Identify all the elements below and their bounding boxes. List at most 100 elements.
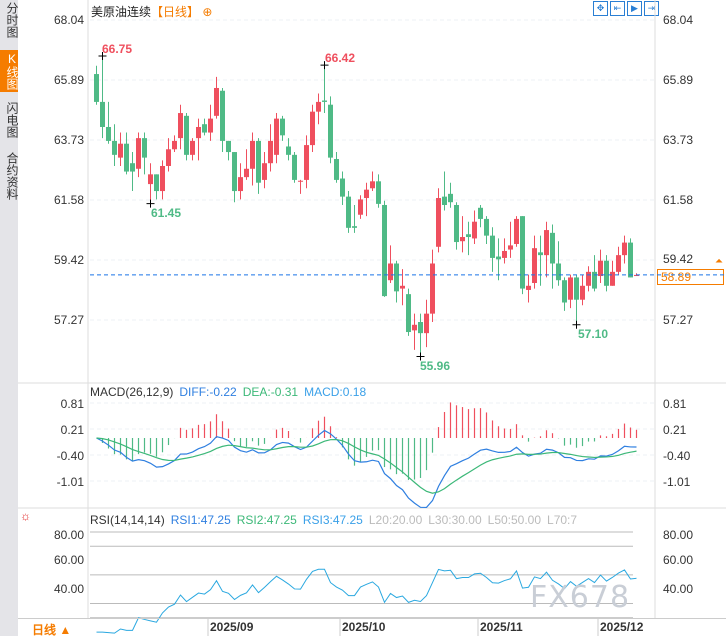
candle-down — [550, 232, 555, 264]
candle-up — [244, 168, 249, 178]
extreme-marker-icon — [320, 61, 329, 70]
candle-down — [490, 235, 495, 258]
rsi2-value: RSI2:47.25 — [236, 513, 297, 527]
candle-down — [496, 256, 501, 260]
sun-settings-icon[interactable]: ☼ — [20, 509, 31, 523]
macd-value: MACD:0.18 — [304, 385, 367, 399]
candle-up — [634, 274, 639, 277]
candle-up — [208, 118, 213, 133]
candle-up — [622, 242, 627, 256]
candle-up — [238, 177, 243, 192]
time-axis — [18, 618, 726, 637]
date-tick: 2025/11 — [480, 620, 523, 634]
play-icon[interactable]: ▶ — [627, 1, 642, 16]
candle-down — [346, 196, 351, 228]
candle-up — [250, 140, 255, 169]
date-tick: 2025/10 — [342, 620, 386, 634]
high-annotation: 66.42 — [325, 51, 356, 65]
l30-value: L30:30.00 — [428, 513, 482, 527]
candle-up — [118, 143, 123, 158]
candle-down — [184, 115, 189, 155]
extreme-marker-icon — [146, 199, 155, 208]
candle-up — [424, 313, 429, 334]
period-selector[interactable]: 日线 ▲ — [32, 623, 72, 637]
fit-range-icon[interactable]: ⇤ — [610, 1, 625, 16]
candle-up — [262, 163, 267, 180]
candle-up — [514, 218, 519, 244]
circle-plus-icon[interactable]: ⊕ — [202, 5, 213, 19]
candle-down — [520, 216, 525, 289]
macd-tick-left: -1.01 — [56, 475, 84, 489]
high-annotation: 66.75 — [102, 42, 133, 56]
price-tick-left: 68.04 — [53, 13, 84, 27]
price-tick-left: 65.89 — [53, 73, 84, 87]
l50-value: L50:50.00 — [487, 513, 542, 527]
crosshair-icon[interactable]: ✥ — [593, 1, 608, 16]
low-annotation: 57.10 — [578, 327, 609, 341]
tab-flash-chart[interactable]: 闪电图 — [5, 102, 19, 138]
price-tick-right: 59.42 — [663, 252, 694, 266]
candle-down — [100, 101, 105, 127]
candle-up — [388, 263, 393, 281]
candle-down — [448, 193, 453, 203]
candle-up — [598, 260, 603, 277]
candle-up — [568, 277, 573, 300]
candle-down — [286, 146, 291, 155]
macd-dea-line — [96, 437, 637, 494]
l70-value: L70:7 — [547, 513, 578, 527]
tab-kline[interactable]: K线图 — [0, 50, 19, 92]
price-tick-right: 65.89 — [663, 73, 694, 87]
candle-up — [136, 138, 141, 169]
price-tick-right: 61.58 — [663, 193, 694, 207]
rsi-tick-left: 60.00 — [53, 553, 84, 567]
candle-up — [148, 174, 153, 185]
candle-up — [544, 230, 549, 256]
candle-up — [358, 199, 363, 215]
candle-up — [196, 126, 201, 139]
go-latest-icon[interactable]: ⇥ — [644, 1, 659, 16]
candle-down — [592, 271, 597, 289]
rsi-line — [96, 568, 637, 634]
candle-down — [340, 178, 345, 197]
price-tick-left: 61.58 — [53, 193, 84, 207]
candle-up — [502, 250, 507, 258]
candle-up — [166, 149, 171, 166]
candle-down — [442, 196, 447, 205]
candle-down — [94, 74, 99, 102]
macd-tick-right: 0.21 — [663, 423, 687, 437]
price-tick-right: 63.73 — [663, 133, 694, 147]
candle-up — [616, 255, 621, 272]
candle-down — [418, 322, 423, 334]
sidebar: 分时图 K线图 闪电图 合约资料 — [0, 0, 19, 636]
rsi-tick-left: 80.00 — [53, 528, 84, 542]
candle-up — [610, 271, 615, 286]
macd-diff-line — [96, 429, 637, 509]
candle-down — [232, 152, 237, 192]
candle-up — [472, 221, 477, 239]
macd-dea: DEA:-0.31 — [242, 385, 299, 399]
rsi-tick-right: 40.00 — [663, 582, 694, 596]
candle-up — [316, 101, 321, 112]
candle-down — [106, 126, 111, 141]
candle-up — [178, 113, 183, 139]
price-tick-left: 63.73 — [53, 133, 84, 147]
candle-down — [478, 207, 483, 219]
macd-legend: MACD(26,12,9) DIFF:-0.22 DEA:-0.31 MACD:0.1… — [90, 385, 372, 399]
tab-contract-info[interactable]: 合约资料 — [5, 152, 19, 200]
scroll-up-icon[interactable]: ⏶ — [715, 256, 723, 267]
extreme-marker-icon — [98, 51, 107, 60]
rsi-tick-right: 80.00 — [663, 528, 694, 542]
last-price-label: 58.89 — [657, 269, 724, 285]
rsi3-value: RSI3:47.25 — [302, 513, 363, 527]
candle-up — [160, 165, 165, 192]
candle-down — [142, 138, 147, 158]
candle-down — [538, 252, 543, 256]
tab-time-sharing[interactable]: 分时图 — [5, 2, 19, 38]
candle-down — [322, 100, 327, 102]
price-tick-left: 57.27 — [53, 313, 84, 327]
candle-down — [466, 234, 471, 238]
low-annotation: 55.96 — [420, 359, 451, 373]
candle-up — [436, 198, 441, 247]
candle-up — [586, 271, 591, 286]
